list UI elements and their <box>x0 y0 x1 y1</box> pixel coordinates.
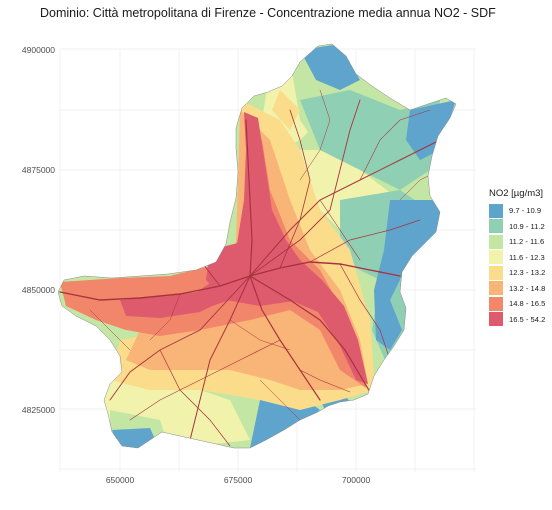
map-title: Dominio: Città metropolitana di Firenze … <box>40 6 496 20</box>
legend-item: 11.6 - 12.3 <box>489 250 545 266</box>
legend-rows: 9.7 - 10.9 10.9 - 11.2 11.2 - 11.6 11.6 - 1… <box>489 203 545 327</box>
legend-swatch <box>489 281 503 296</box>
x-tick-label: 650000 <box>106 475 135 485</box>
legend-item: 10.9 - 11.2 <box>489 219 545 235</box>
x-axis-tick-labels: 650000 675000 700000 <box>106 475 371 485</box>
x-tick-label: 675000 <box>224 475 253 485</box>
legend-label: 10.9 - 11.2 <box>509 221 545 231</box>
concentration-field <box>58 44 456 448</box>
y-axis-tick-labels: 4900000 4875000 4850000 4825000 <box>22 45 55 415</box>
legend-swatch <box>489 312 503 327</box>
legend-swatch <box>489 250 503 265</box>
legend-item: 11.2 - 11.6 <box>489 234 545 250</box>
legend-item: 9.7 - 10.9 <box>489 203 545 219</box>
legend-swatch <box>489 265 503 280</box>
legend-label: 12.3 - 13.2 <box>509 268 546 278</box>
legend-swatch <box>489 203 503 218</box>
legend-label: 11.6 - 12.3 <box>509 252 545 262</box>
x-tick-label: 700000 <box>342 475 371 485</box>
legend-label: 16.5 - 54.2 <box>509 314 546 324</box>
legend-swatch <box>489 234 503 249</box>
y-tick-label: 4875000 <box>22 165 55 175</box>
legend: NO2 [µg/m3] 9.7 - 10.9 10.9 - 11.2 11.2 - … <box>489 188 545 327</box>
legend-label: 14.8 - 16.5 <box>509 299 546 309</box>
y-tick-label: 4825000 <box>22 405 55 415</box>
legend-item: 14.8 - 16.5 <box>489 296 545 312</box>
legend-label: 9.7 - 10.9 <box>509 206 542 216</box>
legend-label: 13.2 - 14.8 <box>509 283 546 293</box>
legend-swatch <box>489 219 503 234</box>
y-tick-label: 4850000 <box>22 285 55 295</box>
legend-swatch <box>489 296 503 311</box>
y-tick-label: 4900000 <box>22 45 55 55</box>
legend-item: 12.3 - 13.2 <box>489 265 545 281</box>
legend-title: NO2 [µg/m3] <box>489 188 544 199</box>
legend-label: 11.2 - 11.6 <box>509 237 545 247</box>
legend-item: 16.5 - 54.2 <box>489 312 545 328</box>
legend-item: 13.2 - 14.8 <box>489 281 545 297</box>
